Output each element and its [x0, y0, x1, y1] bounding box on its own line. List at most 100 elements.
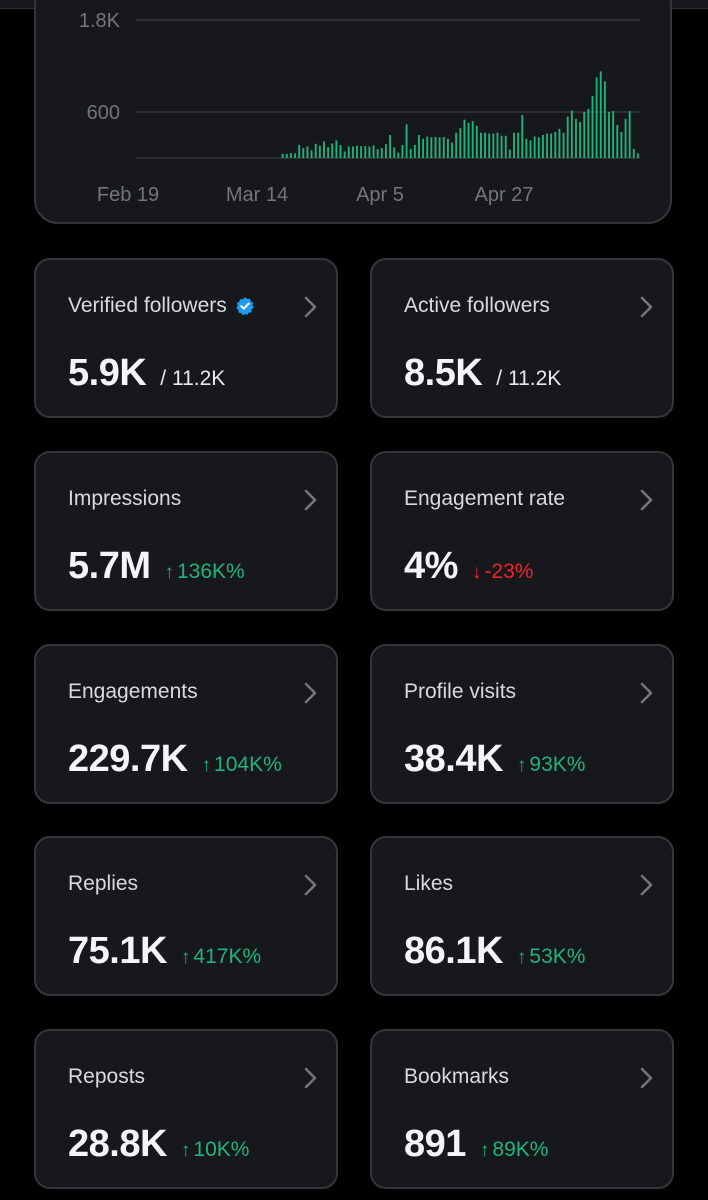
chart-bar — [298, 144, 301, 158]
card-value-row: 891 ↑ 89K% — [404, 1123, 548, 1166]
card-title: Profile visits — [404, 680, 516, 704]
chart-bar — [591, 95, 594, 158]
metric-change: ↑ 89K% — [480, 1138, 549, 1162]
metric-change: ↑ 93K% — [517, 753, 586, 777]
chart-bar — [579, 121, 582, 158]
card-title-text: Profile visits — [404, 680, 517, 703]
metric-card-profile-visits[interactable]: Profile visits 38.4K ↑ 93K% — [370, 644, 674, 804]
metric-card-engagement-rate[interactable]: Engagement rate 4% ↓ -23% — [370, 451, 674, 611]
chart-bar — [546, 133, 548, 158]
metric-change-value: 93K% — [529, 753, 586, 776]
chart-bar — [393, 147, 396, 158]
card-value-row: 4% ↓ -23% — [404, 545, 533, 588]
card-value-row: 75.1K ↑ 417K% — [68, 930, 261, 973]
chart-bar — [459, 128, 462, 158]
chart-bar — [397, 152, 400, 158]
chevron-right-icon[interactable] — [636, 872, 658, 898]
chart-bar — [533, 136, 536, 158]
chart-bar — [401, 144, 404, 158]
chart-bar — [566, 116, 569, 158]
metric-change: ↑ 417K% — [181, 945, 261, 969]
y-tick-label: 1.8K — [79, 10, 121, 32]
card-title: Active followers — [404, 294, 550, 318]
card-value-row: 5.9K / 11.2K — [68, 352, 225, 395]
chart-bar — [583, 112, 586, 158]
chart-bar — [550, 133, 553, 158]
x-tick-label: Mar 14 — [226, 184, 288, 206]
metric-value: 5.7M — [68, 545, 151, 587]
chart-bar — [385, 144, 387, 158]
chart-bar — [637, 153, 639, 158]
chart-bar — [525, 138, 528, 158]
metric-card-engagements[interactable]: Engagements 229.7K ↑ 104K% — [34, 644, 338, 804]
chart-bar — [455, 132, 458, 158]
chart-bar — [616, 125, 619, 158]
card-title-text: Likes — [404, 872, 454, 895]
chart-bar — [463, 119, 466, 158]
metric-total: / 11.2K — [496, 367, 562, 390]
metric-value: 28.8K — [68, 1123, 167, 1165]
metric-change: ↑ 10K% — [181, 1138, 250, 1162]
chart-bar — [537, 137, 540, 158]
chart-bar — [529, 140, 532, 158]
arrow-up-icon: ↑ — [180, 947, 191, 968]
card-title-text: Bookmarks — [404, 1065, 510, 1088]
metric-total: / 11.2K — [160, 367, 226, 390]
chart-bar — [426, 136, 429, 158]
chart-bar — [418, 135, 420, 158]
chart-bar — [554, 131, 557, 158]
chart-bar — [434, 136, 437, 158]
card-title-text: Reposts — [68, 1065, 146, 1088]
card-value-row: 8.5K / 11.2K — [404, 352, 561, 395]
metric-change-value: 104K% — [214, 753, 282, 776]
verified-badge-icon — [235, 296, 255, 316]
chevron-right-icon[interactable] — [300, 294, 322, 320]
chart-bar — [620, 131, 623, 158]
metric-change: ↑ 104K% — [202, 753, 282, 777]
chart-bar — [628, 111, 631, 158]
card-value-row: 5.7M ↑ 136K% — [68, 545, 245, 588]
card-title-text: Impressions — [68, 487, 182, 510]
chart-bar — [289, 153, 292, 158]
chevron-right-icon[interactable] — [300, 487, 322, 513]
metric-change-value: 417K% — [193, 945, 262, 968]
chart-bar — [558, 128, 561, 158]
arrow-up-icon: ↑ — [479, 1140, 490, 1161]
arrow-up-icon: ↑ — [180, 1140, 191, 1161]
card-title: Replies — [68, 872, 138, 896]
chart-bar — [372, 145, 375, 158]
chart-bar — [471, 121, 474, 158]
chart-bar — [360, 146, 363, 158]
chart-bar — [323, 141, 325, 158]
chevron-right-icon[interactable] — [636, 487, 658, 513]
metric-value: 38.4K — [404, 738, 503, 780]
chart-bar — [294, 153, 296, 158]
chart-bar — [314, 143, 317, 158]
metric-value: 891 — [404, 1123, 466, 1165]
chart-bar — [500, 135, 503, 158]
chart-bar — [285, 153, 288, 158]
metric-card-replies[interactable]: Replies 75.1K ↑ 417K% — [34, 836, 338, 996]
chevron-right-icon[interactable] — [300, 1065, 322, 1091]
card-title: Impressions — [68, 487, 181, 511]
chart-bar — [446, 138, 449, 158]
chart-bar — [608, 112, 610, 158]
metric-value: 75.1K — [68, 930, 167, 972]
chevron-right-icon[interactable] — [300, 680, 322, 706]
chart-bar — [327, 147, 330, 158]
chevron-right-icon[interactable] — [636, 1065, 658, 1091]
metric-value: 4% — [404, 545, 458, 587]
chevron-right-icon[interactable] — [300, 872, 322, 898]
card-value-row: 86.1K ↑ 53K% — [404, 930, 585, 973]
chevron-right-icon[interactable] — [636, 680, 658, 706]
metric-card-verified-followers[interactable]: Verified followers 5.9K / 11.2K — [34, 258, 338, 418]
chart-bar — [517, 132, 520, 158]
metric-card-bookmarks[interactable]: Bookmarks 891 ↑ 89K% — [370, 1029, 674, 1189]
metric-card-impressions[interactable]: Impressions 5.7M ↑ 136K% — [34, 451, 338, 611]
metric-card-active-followers[interactable]: Active followers 8.5K / 11.2K — [370, 258, 674, 418]
metric-card-likes[interactable]: Likes 86.1K ↑ 53K% — [370, 836, 674, 996]
chevron-right-icon[interactable] — [636, 294, 658, 320]
card-value-row: 28.8K ↑ 10K% — [68, 1123, 249, 1166]
y-tick-label: 600 — [87, 102, 120, 124]
metric-card-reposts[interactable]: Reposts 28.8K ↑ 10K% — [34, 1029, 338, 1189]
